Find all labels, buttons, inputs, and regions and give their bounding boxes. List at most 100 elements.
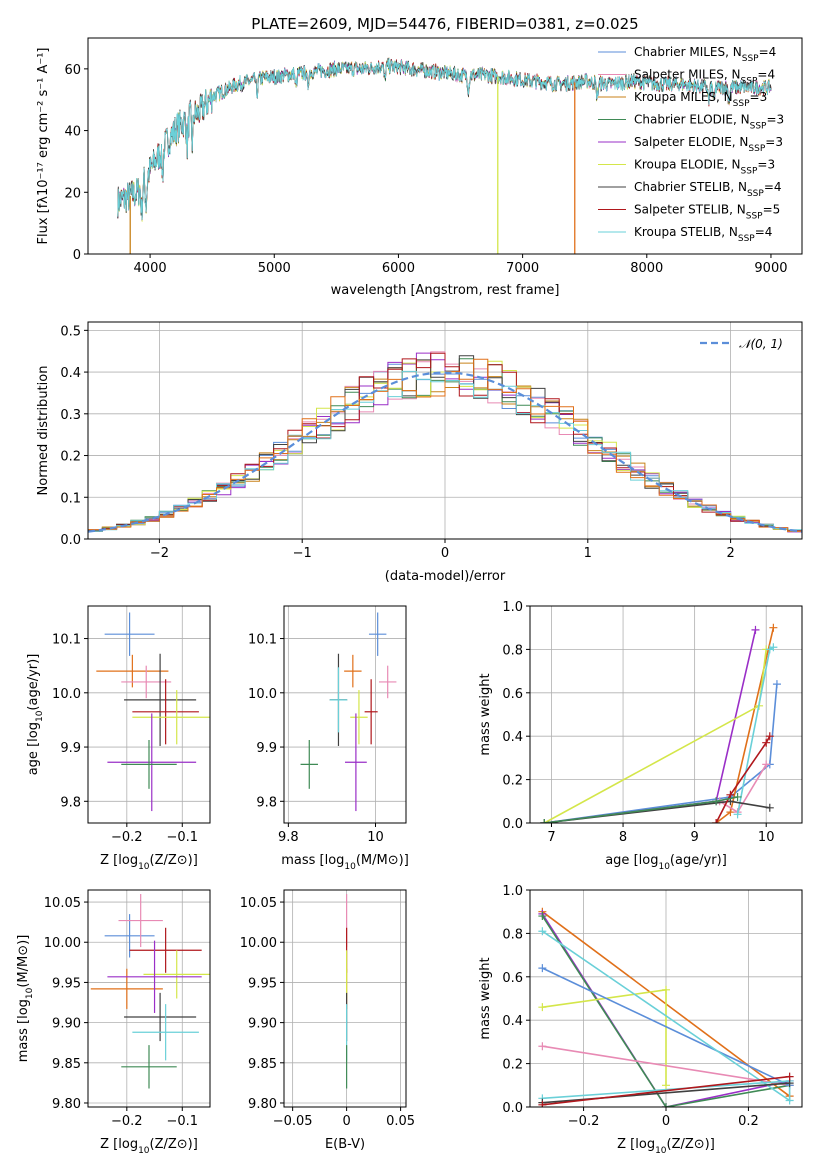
- weight-marker: [662, 985, 670, 994]
- y-tick-label: 0.6: [502, 971, 523, 986]
- weight-line: [715, 735, 771, 823]
- legend-entry: Chabrier ELODIE, NSSP=3: [634, 113, 784, 132]
- y-axis-label: mass [log10(M/M⊙)]: [16, 935, 35, 1063]
- y-tick-label: 9.95: [248, 976, 277, 991]
- error-bar-point: [143, 950, 210, 999]
- weight-line: [541, 915, 790, 1107]
- axes-age_vs_Z: −0.2 −0.1 9.8 9.9 10.0 10.1: [52, 605, 211, 845]
- weight-marker: [726, 808, 735, 817]
- error-bar-point: [378, 665, 397, 699]
- y-tick-label: 9.85: [52, 1057, 81, 1072]
- x-tick-label: −0.1: [166, 830, 198, 845]
- axes-frame: [87, 37, 803, 255]
- error-bar-point: [132, 1004, 199, 1061]
- y-tick-label: 9.80: [248, 1097, 277, 1112]
- legend-entry: Kroupa ELODIE, NSSP=3: [634, 158, 775, 177]
- y-tick-label: 9.90: [52, 1017, 81, 1032]
- x-tick-label: 0: [441, 546, 449, 561]
- x-tick-label: 9: [690, 830, 698, 845]
- y-tick-label: 0: [73, 248, 81, 263]
- y-tick-label: 0.3: [60, 408, 81, 423]
- legend-entry: Salpeter ELODIE, NSSP=3: [634, 135, 783, 154]
- y-tick-label: 9.85: [248, 1057, 277, 1072]
- legend-entry: Salpeter MILES, NSSP=4: [634, 68, 775, 87]
- y-tick-label: 10.00: [44, 936, 81, 951]
- x-tick-label: 4000: [134, 261, 167, 276]
- x-axis-label: age [log10(age/yr)]: [605, 853, 727, 872]
- y-tick-label: 10.0: [52, 687, 81, 702]
- axes-mass_vs_Z: −0.2 −0.1 9.80 9.85 9.90 9.95 10.00 10.05: [44, 889, 211, 1129]
- error-bar-point: [121, 1045, 177, 1089]
- x-axis-label: Z [log10(Z/Z⊙)]: [617, 1137, 715, 1156]
- error-bar-point: [121, 665, 172, 699]
- error-bar-point: [345, 713, 367, 812]
- error-bar-point: [124, 992, 197, 1042]
- x-tick-label: −0.2: [111, 830, 143, 845]
- x-axis-label: (data-model)/error: [385, 569, 506, 584]
- y-tick-label: 0.2: [502, 1058, 523, 1073]
- weight-marker: [769, 643, 778, 652]
- y-axis-label: mass weight: [478, 957, 493, 1039]
- y-tick-label: 1.0: [502, 884, 523, 899]
- weight-marker: [762, 738, 771, 747]
- weight-marker: [726, 790, 735, 799]
- y-tick-label: 0.8: [502, 643, 523, 658]
- error-bar-point: [129, 927, 202, 973]
- x-tick-label: 0.05: [386, 1114, 415, 1129]
- weight-marker: [733, 792, 742, 801]
- histogram-step: [88, 358, 802, 532]
- x-axis-label: Z [log10(Z/Z⊙)]: [100, 853, 198, 872]
- x-tick-label: 7000: [506, 261, 539, 276]
- x-tick-label: 7: [547, 830, 555, 845]
- error-bar-point: [344, 654, 362, 688]
- x-tick-label: −0.1: [166, 1114, 198, 1129]
- x-tick-label: −1: [293, 546, 312, 561]
- y-tick-label: 0.1: [60, 491, 81, 506]
- plot-area-age_vs_Z: [96, 612, 210, 812]
- axes-weight_vs_age: 7 8 9 10 0.0 0.2 0.4 0.6 0.8 1.0: [502, 600, 803, 845]
- y-tick-label: 10.1: [248, 633, 277, 648]
- y-tick-label: 10.1: [52, 633, 81, 648]
- weight-marker: [538, 1003, 547, 1012]
- y-tick-label: 10.05: [44, 896, 81, 911]
- spectrum-line: [117, 57, 772, 220]
- legend-entry: Chabrier MILES, NSSP=4: [634, 45, 776, 64]
- legend: Chabrier MILES, NSSP=4 Salpeter MILES, NS…: [598, 45, 784, 244]
- weight-marker: [733, 810, 742, 819]
- y-tick-label: 9.95: [52, 976, 81, 991]
- error-bar-point: [300, 739, 318, 789]
- x-tick-label: 1: [584, 546, 592, 561]
- error-bar-point: [329, 667, 348, 733]
- axes-frame: [283, 605, 407, 824]
- legend-entry: 𝒩(0, 1): [739, 337, 783, 351]
- plot-area-weight_vs_age: [540, 623, 781, 823]
- error-bar-point: [121, 739, 177, 789]
- weight-marker: [538, 912, 547, 921]
- legend-entry: Kroupa MILES, NSSP=3: [634, 90, 767, 109]
- y-tick-label: 0.4: [502, 730, 523, 745]
- x-tick-label: 2: [726, 546, 734, 561]
- x-tick-label: −2: [150, 546, 169, 561]
- y-tick-label: 0.6: [502, 687, 523, 702]
- plot-area-weight_vs_Z: [538, 907, 794, 1107]
- axes-residuals: −2 −1 0 1 2 0.0 0.1 0.2 0.3 0.4 0.5: [60, 321, 803, 561]
- chart-title: PLATE=2609, MJD=54476, FIBERID=0381, z=0…: [251, 15, 638, 33]
- weight-marker: [785, 1096, 794, 1105]
- error-bar-point: [107, 713, 197, 812]
- x-tick-label: 0: [662, 1114, 670, 1129]
- x-axis-label: mass [log10(M/M⊙)]: [281, 853, 409, 872]
- y-axis-label: mass weight: [478, 673, 493, 755]
- y-tick-label: 20: [64, 186, 81, 201]
- weight-marker: [662, 1103, 670, 1107]
- error-bar-point: [132, 690, 210, 745]
- legend-entry: Salpeter STELIB, NSSP=5: [634, 203, 780, 222]
- weight-marker: [538, 927, 547, 936]
- y-tick-label: 9.90: [248, 1017, 277, 1032]
- y-tick-label: 9.8: [256, 795, 277, 810]
- x-tick-label: 5000: [258, 261, 291, 276]
- y-tick-label: 9.8: [60, 795, 81, 810]
- weight-line: [541, 930, 791, 1103]
- axes-spectrum: 4000 5000 6000 7000 8000 9000 0 20 40 60: [64, 37, 803, 276]
- y-axis-label: Normed distribution: [36, 366, 51, 496]
